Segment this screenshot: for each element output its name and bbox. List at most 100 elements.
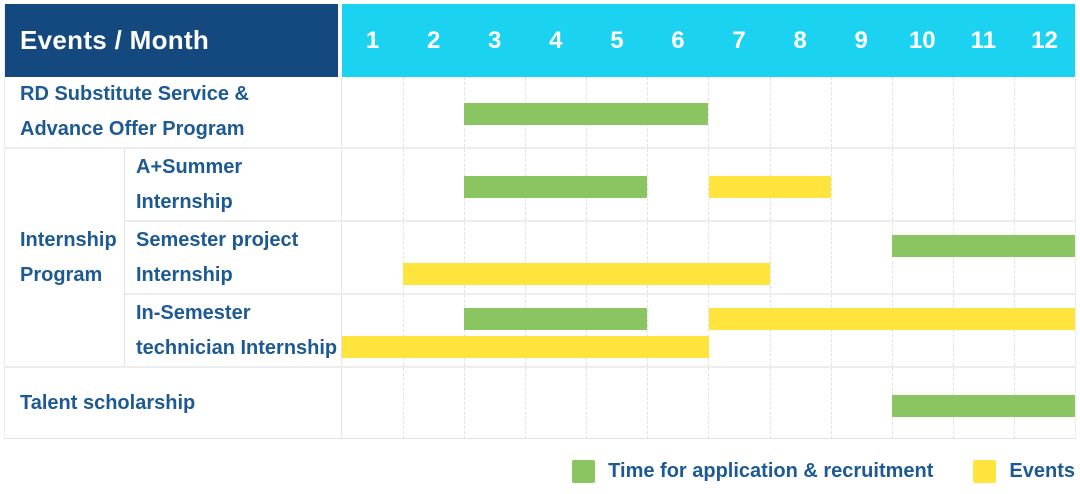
row-chart-area — [342, 77, 1075, 147]
table-row: RD Substitute Service & Advance Offer Pro… — [5, 77, 1075, 147]
table-row: Talent scholarship — [5, 366, 1075, 439]
month-label: 5 — [610, 26, 624, 54]
month-gridline — [830, 295, 892, 366]
month-gridline — [647, 295, 708, 366]
month-gridline — [891, 222, 953, 293]
month-label: 2 — [426, 26, 441, 54]
month-gridline — [891, 295, 953, 366]
row-label: RD Substitute Service & Advance Offer Pro… — [5, 77, 342, 147]
table-row: In-Semester technician Internship — [125, 293, 1075, 366]
table-header-row: Events / Month 1 2 3 4 5 6 7 8 9 10 11 12 — [5, 4, 1075, 77]
month-gridline — [464, 222, 525, 293]
month-gridline — [891, 149, 953, 220]
month-gridline — [525, 295, 586, 366]
month-gridline — [342, 222, 403, 293]
month-gridline — [403, 368, 464, 439]
legend-swatch-application — [572, 460, 596, 483]
month-gridline — [586, 295, 647, 366]
row-group-internship-program: Internship Program A+Summer Internship Semes… — [5, 147, 1075, 366]
legend-item: Events — [973, 460, 1075, 483]
month-gridline — [586, 368, 647, 439]
row-label-line: In-Semester — [136, 301, 251, 324]
legend-label: Events — [1009, 460, 1075, 482]
row-label: In-Semester technician Internship — [125, 295, 342, 366]
month-label: 4 — [549, 26, 563, 54]
month-label: 12 — [1031, 26, 1058, 54]
month-gridline — [891, 77, 953, 147]
row-label-line: Semester project — [136, 228, 299, 251]
month-label: 1 — [365, 26, 380, 54]
table-row: A+Summer Internship — [125, 149, 1075, 220]
gantt-bar-events — [708, 175, 831, 198]
month-gridline — [342, 368, 403, 439]
month-gridline — [647, 368, 708, 439]
group-sub-rows: A+Summer Internship Semester project Intern… — [125, 149, 1075, 366]
group-label: Internship Program — [5, 149, 125, 366]
gantt-bar-events — [342, 336, 709, 358]
month-label: 11 — [970, 26, 997, 54]
month-gridline — [830, 149, 892, 220]
month-gridline — [1013, 149, 1075, 220]
legend-label: Time for application & recruitment — [608, 460, 934, 482]
gantt-bar-events — [403, 263, 770, 285]
month-gridline — [464, 295, 525, 366]
row-chart-area — [342, 149, 1075, 220]
events-month-header-label: Events / Month — [20, 25, 210, 55]
month-gridline — [525, 368, 586, 439]
gantt-bar-application — [891, 394, 1075, 417]
month-gridline — [1013, 77, 1075, 147]
legend-swatch-events — [973, 460, 997, 483]
month-gridline — [952, 77, 1014, 147]
month-gridline — [342, 77, 403, 147]
month-gridline — [1013, 295, 1075, 366]
month-label: 3 — [488, 26, 502, 54]
row-label-line: Internship — [136, 190, 233, 213]
row-label: A+Summer Internship — [125, 149, 342, 220]
row-label-line: Advance Offer Program — [20, 118, 245, 140]
month-gridline — [464, 368, 525, 439]
month-gridline — [708, 368, 769, 439]
month-gridline — [708, 222, 769, 293]
legend-item: Time for application & recruitment — [572, 460, 933, 483]
table-row: Semester project Internship — [125, 220, 1075, 293]
month-label: 7 — [732, 26, 746, 54]
month-gridline — [769, 222, 831, 293]
month-gridline — [403, 222, 464, 293]
month-gridline — [586, 222, 647, 293]
row-chart-area — [342, 368, 1075, 439]
row-label-line: RD Substitute Service & — [20, 83, 249, 105]
month-label: 10 — [908, 26, 936, 54]
month-gridline — [708, 295, 769, 366]
events-month-table: Events / Month 1 2 3 4 5 6 7 8 9 10 11 12 RD Substi… — [4, 4, 1076, 439]
month-gridline — [830, 77, 892, 147]
month-gridline — [769, 77, 831, 147]
row-label-line: Internship — [20, 228, 117, 251]
month-gridline — [403, 295, 464, 366]
month-gridline — [769, 295, 831, 366]
gantt-bar-application — [464, 308, 648, 330]
month-label: 8 — [793, 26, 807, 54]
month-label: 9 — [854, 26, 868, 54]
row-label-line: Internship — [136, 263, 233, 286]
month-gridline — [647, 222, 708, 293]
month-gridline — [769, 368, 831, 439]
month-label: 6 — [671, 26, 685, 54]
row-label-line: A+Summer — [136, 155, 243, 178]
row-chart-area — [342, 295, 1075, 366]
gantt-bar-application — [464, 175, 648, 198]
months-header-strip: 1 2 3 4 5 6 7 8 9 10 11 12 — [342, 4, 1075, 77]
month-gridline — [342, 149, 403, 220]
month-gridline — [830, 222, 892, 293]
month-gridline — [708, 77, 769, 147]
month-gridline — [647, 149, 708, 220]
row-label: Semester project Internship — [125, 222, 342, 293]
gantt-bar-application — [891, 235, 1075, 257]
month-gridline — [403, 77, 464, 147]
month-gridline — [525, 222, 586, 293]
table-body: RD Substitute Service & Advance Offer Pro… — [5, 77, 1075, 439]
month-gridline — [952, 295, 1014, 366]
events-month-header-cell: Events / Month — [5, 4, 338, 77]
month-gridline — [403, 149, 464, 220]
legend: Time for application & recruitment Events — [572, 460, 1075, 483]
